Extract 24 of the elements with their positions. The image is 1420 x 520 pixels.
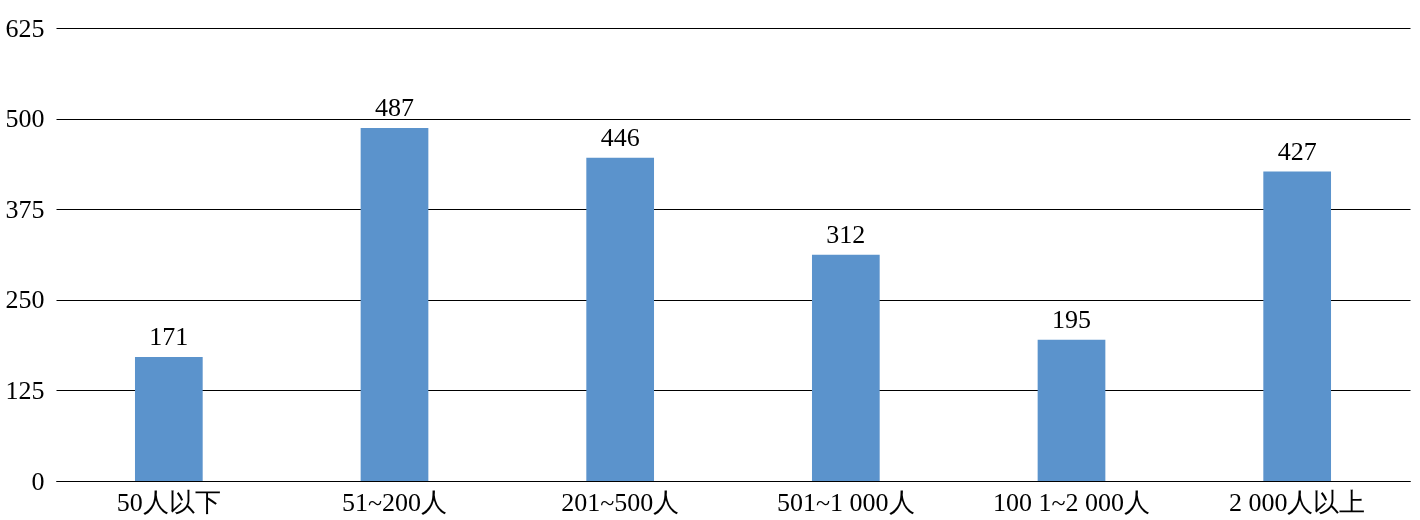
- bar: [811, 254, 880, 481]
- y-tick-label: 0: [31, 466, 45, 496]
- bar: [360, 128, 429, 481]
- x-tick-label: 51~200人: [341, 487, 448, 517]
- x-tick-label: 50人以下: [116, 487, 221, 517]
- y-tick-label: 250: [5, 285, 45, 315]
- y-tick-label: 125: [5, 375, 45, 405]
- bar: [134, 357, 203, 481]
- bar: [1037, 339, 1106, 481]
- bar: [586, 157, 655, 481]
- x-tick-label: 100 1~2 000人: [992, 487, 1151, 517]
- data-label: 171: [149, 322, 189, 352]
- data-label: 312: [826, 219, 866, 249]
- y-tick-label: 500: [5, 104, 45, 134]
- data-label: 487: [375, 93, 414, 123]
- x-tick-label: 501~1 000人: [777, 487, 915, 517]
- x-tick-label: 2 000人以上: [1228, 487, 1366, 517]
- bar: [1263, 171, 1332, 481]
- data-label: 427: [1277, 136, 1317, 166]
- data-label: 446: [600, 122, 640, 152]
- data-label: 195: [1052, 304, 1091, 334]
- y-tick-label: 625: [5, 13, 45, 43]
- y-tick-label: 375: [5, 194, 45, 224]
- x-tick-label: 201~500人: [561, 487, 680, 517]
